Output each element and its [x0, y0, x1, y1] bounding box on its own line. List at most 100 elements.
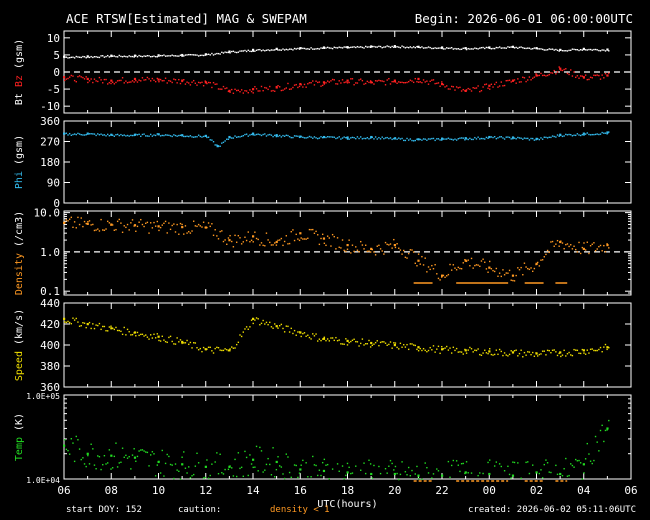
- data-point: [174, 134, 177, 137]
- data-point: [98, 76, 101, 79]
- data-point: [264, 86, 266, 89]
- data-point: [535, 262, 538, 265]
- data-point: [582, 463, 585, 466]
- data-point: [181, 226, 184, 229]
- data-point: [412, 140, 415, 142]
- data-point: [333, 79, 335, 81]
- caution-label: caution:: [178, 505, 222, 515]
- data-point: [588, 48, 590, 51]
- data-point: [86, 55, 89, 58]
- data-point: [389, 46, 392, 49]
- data-point: [209, 346, 211, 349]
- data-point: [459, 267, 461, 270]
- data-point: [242, 241, 245, 243]
- data-point: [437, 470, 440, 472]
- data-point: [110, 79, 113, 82]
- data-point: [68, 132, 71, 135]
- data-point: [603, 132, 605, 134]
- data-point: [183, 55, 185, 57]
- data-point: [295, 334, 297, 336]
- data-point: [579, 462, 582, 464]
- data-point: [538, 48, 541, 50]
- data-point: [427, 266, 430, 268]
- data-point: [326, 80, 329, 82]
- data-point: [224, 140, 226, 142]
- data-point: [321, 233, 324, 236]
- data-point: [232, 347, 235, 349]
- data-point: [121, 134, 124, 137]
- data-point: [404, 139, 407, 142]
- data-point: [169, 228, 172, 231]
- data-point: [161, 80, 163, 82]
- data-point: [427, 138, 430, 140]
- data-point: [490, 48, 493, 50]
- data-point: [498, 463, 501, 465]
- data-point: [535, 352, 538, 355]
- data-point: [189, 135, 192, 137]
- data-point: [297, 331, 299, 333]
- data-point: [228, 465, 231, 468]
- data-point: [462, 88, 464, 91]
- data-point: [376, 245, 378, 247]
- data-point: [166, 232, 168, 234]
- data-point: [240, 89, 243, 91]
- data-point: [290, 136, 292, 139]
- data-point: [169, 55, 172, 57]
- data-point: [480, 46, 483, 49]
- data-point: [143, 335, 145, 337]
- data-point: [350, 137, 352, 139]
- data-point: [212, 352, 215, 354]
- data-point: [550, 241, 552, 243]
- data-point: [123, 456, 125, 459]
- data-point: [100, 328, 102, 331]
- data-point: [338, 80, 340, 82]
- data-point: [221, 142, 223, 144]
- data-point: [212, 81, 215, 84]
- data-point: [260, 242, 263, 244]
- data-point: [168, 455, 170, 458]
- data-point: [545, 354, 547, 356]
- data-point: [487, 271, 489, 273]
- data-point: [338, 339, 340, 341]
- data-point: [191, 230, 193, 232]
- data-point: [226, 87, 228, 89]
- data-point: [358, 250, 360, 253]
- panel-frame: [63, 120, 632, 204]
- data-point: [80, 217, 82, 219]
- data-point: [178, 78, 180, 81]
- data-point: [379, 138, 382, 140]
- data-point: [106, 133, 109, 136]
- data-point: [437, 47, 440, 49]
- data-point: [214, 144, 216, 146]
- data-point: [97, 133, 99, 135]
- data-point: [143, 79, 145, 81]
- data-point: [532, 137, 534, 140]
- data-point: [482, 472, 484, 475]
- data-point: [232, 50, 235, 52]
- data-point: [582, 76, 585, 79]
- data-point: [366, 343, 369, 345]
- data-point: [518, 352, 521, 355]
- data-point: [73, 460, 76, 463]
- data-point: [495, 137, 498, 140]
- data-point: [538, 472, 541, 475]
- data-point: [186, 135, 188, 137]
- data-point: [401, 45, 403, 47]
- data-point: [86, 77, 89, 81]
- data-point: [168, 222, 170, 224]
- data-point: [331, 47, 334, 50]
- data-point: [450, 269, 453, 271]
- data-point: [90, 327, 92, 330]
- data-point: [157, 133, 160, 136]
- data-point: [358, 345, 360, 347]
- data-point: [194, 82, 197, 84]
- data-point: [199, 347, 202, 350]
- data-point: [217, 238, 220, 240]
- data-point: [149, 80, 152, 82]
- data-point: [546, 74, 549, 77]
- data-point: [419, 263, 421, 265]
- data-point: [274, 476, 276, 478]
- data-point: [221, 88, 223, 90]
- data-point: [394, 81, 397, 83]
